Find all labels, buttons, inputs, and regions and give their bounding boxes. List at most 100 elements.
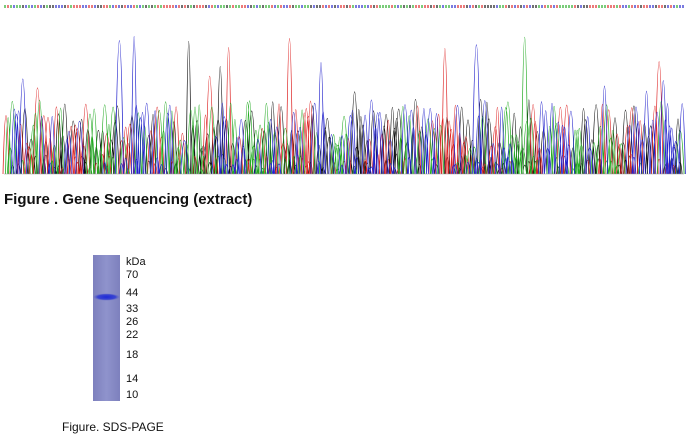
sequence-strip — [427, 5, 429, 8]
sequence-strip — [631, 5, 633, 8]
sequence-strip — [58, 5, 60, 8]
sequence-strip — [205, 5, 207, 8]
sequence-strip — [211, 5, 213, 8]
sequence-strip — [481, 5, 483, 8]
sequence-strip — [61, 5, 63, 8]
sequence-strip — [322, 5, 324, 8]
sequence-strip — [70, 5, 72, 8]
sequence-strip — [607, 5, 609, 8]
sequence-strip — [568, 5, 570, 8]
sequence-strip — [433, 5, 435, 8]
sequence-strip — [208, 5, 210, 8]
sequence-strip — [592, 5, 594, 8]
sequence-strip — [418, 5, 420, 8]
sequence-strip — [334, 5, 336, 8]
sequence-strip — [55, 5, 57, 8]
sequence-strip — [367, 5, 369, 8]
sequence-strip — [4, 5, 6, 8]
sequence-strip — [577, 5, 579, 8]
sequence-strip — [670, 5, 672, 8]
sequence-strip — [229, 5, 231, 8]
sequence-strip — [313, 5, 315, 8]
sequence-strip — [529, 5, 531, 8]
sequence-strip — [28, 5, 30, 8]
sequence-strip — [118, 5, 120, 8]
sequence-strip — [523, 5, 525, 8]
sequence-strip — [370, 5, 372, 8]
sequence-strip — [625, 5, 627, 8]
sequence-strip — [553, 5, 555, 8]
sequence-strip — [7, 5, 9, 8]
sequence-strip — [556, 5, 558, 8]
sequence-strip — [133, 5, 135, 8]
sequence-strip — [163, 5, 165, 8]
sequence-strip — [187, 5, 189, 8]
sequence-strip — [655, 5, 657, 8]
sequence-strip — [328, 5, 330, 8]
trace — [11, 36, 686, 175]
sequence-strip — [673, 5, 675, 8]
sequence-strip — [406, 5, 408, 8]
sequence-strip — [388, 5, 390, 8]
figure-caption: Figure . Gene Sequencing (extract) — [4, 191, 252, 208]
protein-band — [93, 293, 120, 301]
sequence-strip — [223, 5, 225, 8]
sequence-strip — [487, 5, 489, 8]
sequence-strip — [532, 5, 534, 8]
sequence-strip — [73, 5, 75, 8]
marker-label: 70 — [126, 269, 138, 281]
sequence-strip — [361, 5, 363, 8]
sequence-strip — [202, 5, 204, 8]
sequence-strip — [13, 5, 15, 8]
sequence-strip — [214, 5, 216, 8]
sequence-strip — [217, 5, 219, 8]
sequence-strip — [469, 5, 471, 8]
sequence-strip — [226, 5, 228, 8]
sequence-strip — [403, 5, 405, 8]
sequence-strip — [682, 5, 684, 8]
sequence-strip — [646, 5, 648, 8]
sequence-strip — [277, 5, 279, 8]
sequence-strip — [571, 5, 573, 8]
sequence-strip — [145, 5, 147, 8]
sequence-strip — [613, 5, 615, 8]
sequence-strip — [658, 5, 660, 8]
sequence-strip — [436, 5, 438, 8]
sequence-strip — [541, 5, 543, 8]
marker-label: 22 — [126, 329, 138, 341]
sequence-strip — [16, 5, 18, 8]
marker-label: 44 — [126, 287, 138, 299]
sequence-strip — [526, 5, 528, 8]
sequence-strip — [616, 5, 618, 8]
sequence-strip — [574, 5, 576, 8]
sequence-strip — [337, 5, 339, 8]
sequence-strip — [676, 5, 678, 8]
sequence-strip — [448, 5, 450, 8]
trace — [5, 36, 685, 175]
sequence-strip — [316, 5, 318, 8]
sequence-strip — [544, 5, 546, 8]
sequence-strip — [130, 5, 132, 8]
sequence-strip — [112, 5, 114, 8]
sequence-strip — [64, 5, 66, 8]
sequence-strip — [181, 5, 183, 8]
sequence-strip — [220, 5, 222, 8]
sequence-strip — [622, 5, 624, 8]
sequence-strip — [409, 5, 411, 8]
sequence-strip — [100, 5, 102, 8]
sequence-strip — [661, 5, 663, 8]
sequence-strip — [190, 5, 192, 8]
sequence-strip — [352, 5, 354, 8]
sequence-strip — [601, 5, 603, 8]
sequence-strip — [115, 5, 117, 8]
sequence-strip — [628, 5, 630, 8]
sequence-strip — [460, 5, 462, 8]
gel-lane — [93, 255, 120, 401]
sequence-strip — [106, 5, 108, 8]
sequence-strip — [271, 5, 273, 8]
sequence-strip — [283, 5, 285, 8]
sequence-strip — [358, 5, 360, 8]
sequence-strip — [319, 5, 321, 8]
sequence-strip — [259, 5, 261, 8]
sequence-strip — [184, 5, 186, 8]
